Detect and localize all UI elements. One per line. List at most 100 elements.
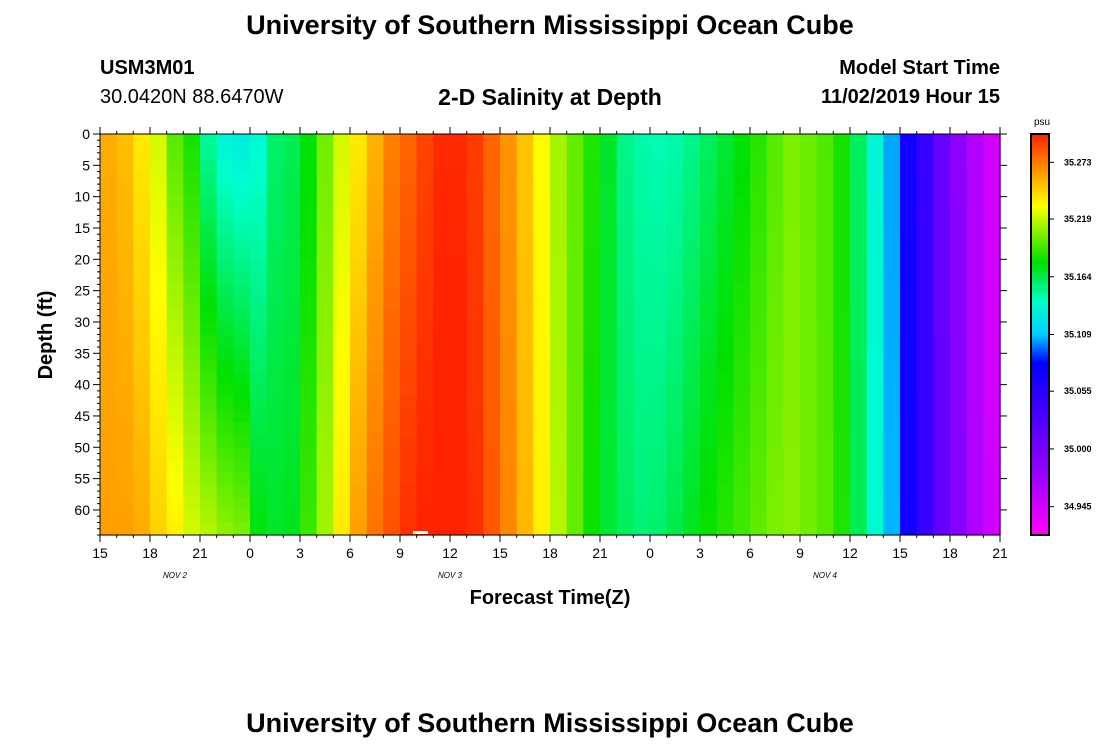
- heatmap-cell: [600, 422, 618, 436]
- heatmap-cell: [666, 184, 684, 198]
- heatmap-cell: [283, 434, 301, 448]
- heatmap-cell: [250, 384, 268, 398]
- heatmap-cell: [466, 184, 484, 198]
- heatmap-cell: [566, 221, 584, 235]
- heatmap-cell: [533, 472, 551, 486]
- y-tick-label: 55: [74, 471, 90, 487]
- heatmap-cell: [700, 196, 718, 210]
- heatmap-cell: [566, 359, 584, 373]
- heatmap-cell: [733, 171, 751, 185]
- heatmap-cell: [883, 347, 901, 361]
- heatmap-cell: [666, 459, 684, 473]
- heatmap-cell: [733, 134, 751, 148]
- heatmap-cell: [450, 321, 468, 336]
- heatmap-cell: [266, 221, 284, 235]
- heatmap-cell: [283, 221, 301, 235]
- heatmap-cell: [233, 234, 251, 248]
- heatmap-cell: [200, 409, 218, 423]
- heatmap-cell: [716, 159, 734, 173]
- heatmap-cell: [833, 309, 851, 323]
- heatmap-cell: [583, 334, 601, 348]
- heatmap-cell: [150, 134, 168, 148]
- heatmap-cell: [966, 409, 984, 423]
- heatmap-cell: [683, 372, 701, 386]
- heatmap-cell: [116, 484, 134, 499]
- heatmap-cell: [983, 509, 1001, 524]
- heatmap-cell: [433, 359, 451, 373]
- y-tick-label: 60: [74, 502, 90, 518]
- heatmap-cell: [583, 497, 601, 511]
- heatmap-cell: [916, 221, 934, 235]
- heatmap-cell: [800, 309, 818, 323]
- heatmap-cell: [300, 384, 318, 398]
- heatmap-cell: [433, 271, 451, 285]
- heatmap-cell: [183, 171, 201, 185]
- heatmap-cell: [983, 522, 1001, 536]
- heatmap-cell: [766, 359, 784, 373]
- heatmap-cell: [100, 484, 118, 499]
- heatmap-cell: [900, 259, 918, 273]
- heatmap-cell: [433, 159, 451, 173]
- heatmap-cell: [800, 321, 818, 336]
- heatmap-cell: [933, 296, 951, 311]
- heatmap-cell: [216, 409, 234, 423]
- heatmap-cell: [283, 321, 301, 336]
- colorbar-tick-label: 35.219: [1064, 214, 1092, 224]
- heatmap-cell: [683, 209, 701, 223]
- heatmap-cell: [633, 159, 651, 173]
- heatmap-cell: [350, 359, 368, 373]
- heatmap-cell: [383, 409, 401, 423]
- heatmap-cell: [566, 397, 584, 411]
- heatmap-cell: [450, 509, 468, 524]
- heatmap-cell: [733, 159, 751, 173]
- heatmap-cell: [750, 459, 768, 473]
- heatmap-cell: [450, 296, 468, 311]
- heatmap-cell: [316, 447, 334, 461]
- heatmap-cell: [783, 384, 801, 398]
- heatmap-cell: [800, 409, 818, 423]
- heatmap-cell: [816, 422, 834, 436]
- heatmap-cell: [300, 372, 318, 386]
- heatmap-cell: [650, 184, 668, 198]
- heatmap-cell: [650, 209, 668, 223]
- heatmap-cell: [800, 184, 818, 198]
- heatmap-cell: [100, 259, 118, 273]
- heatmap-cell: [766, 159, 784, 173]
- heatmap-cell: [616, 209, 634, 223]
- heatmap-cell: [116, 146, 134, 160]
- heatmap-cell: [650, 196, 668, 210]
- heatmap-cell: [633, 434, 651, 448]
- heatmap-cell: [116, 196, 134, 210]
- heatmap-cell: [333, 397, 351, 411]
- heatmap-cell: [916, 509, 934, 524]
- heatmap-cell: [933, 459, 951, 473]
- heatmap-cell: [333, 259, 351, 273]
- heatmap-cell: [216, 184, 234, 198]
- heatmap-cell: [600, 321, 618, 336]
- heatmap-cell: [650, 296, 668, 311]
- heatmap-cell: [400, 221, 418, 235]
- heatmap-cell: [450, 347, 468, 361]
- heatmap-cell: [316, 459, 334, 473]
- heatmap-cell: [500, 184, 518, 198]
- heatmap-cell: [650, 522, 668, 536]
- heatmap-cell: [966, 209, 984, 223]
- heatmap-cell: [700, 447, 718, 461]
- heatmap-cell: [916, 459, 934, 473]
- heatmap-cell: [800, 171, 818, 185]
- x-tick-label: 6: [746, 545, 754, 561]
- heatmap-cell: [900, 484, 918, 499]
- heatmap-cell: [366, 434, 384, 448]
- heatmap-cell: [766, 284, 784, 298]
- heatmap-cell: [500, 234, 518, 248]
- heatmap-cell: [550, 321, 568, 336]
- heatmap-cell: [400, 422, 418, 436]
- heatmap-cell: [500, 372, 518, 386]
- heatmap-cell: [150, 246, 168, 260]
- heatmap-cell: [750, 146, 768, 160]
- heatmap-cell: [183, 384, 201, 398]
- heatmap-cell: [133, 484, 151, 499]
- heatmap-cell: [550, 397, 568, 411]
- heatmap-cell: [883, 184, 901, 198]
- heatmap-cell: [166, 221, 184, 235]
